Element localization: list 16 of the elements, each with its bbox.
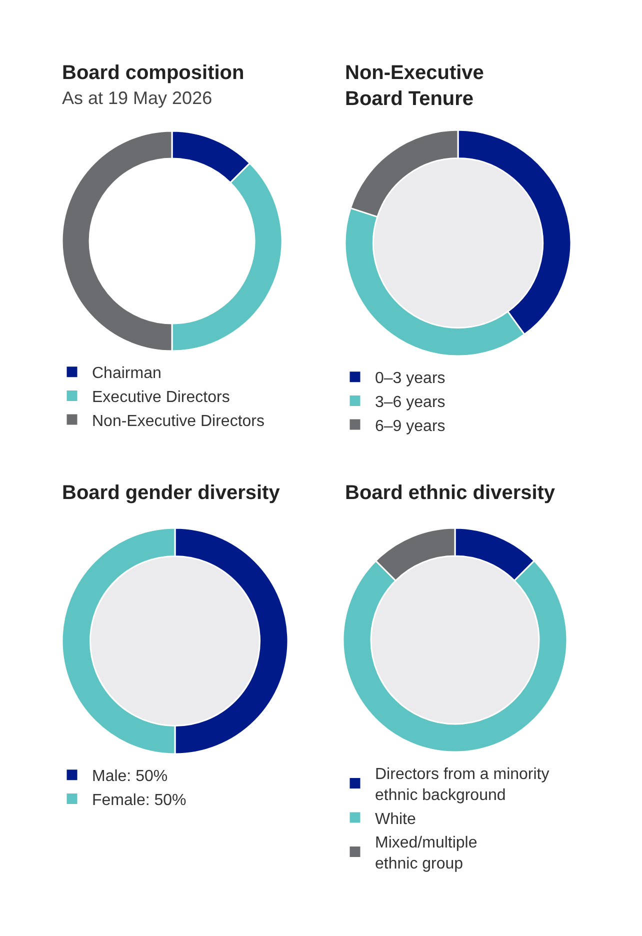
legend-label: Female: 50% <box>92 792 186 809</box>
chart-title: Non-Executive Board Tenure <box>345 62 484 110</box>
legend-label: 3–6 years <box>375 394 446 411</box>
legend-label: Chairman <box>92 365 162 382</box>
chart-subtitle: As at 19 May 2026 <box>62 88 212 108</box>
legend-label: White <box>375 810 416 828</box>
legend-label: Mixed/multiple ethnic group <box>375 834 478 872</box>
legend-label: 6–9 years <box>375 418 446 435</box>
legend-label: Executive Directors <box>92 388 230 406</box>
chart-title: Board ethnic diversity <box>345 482 556 504</box>
legend-label: Non-Executive Directors <box>92 412 264 430</box>
legend-label: 0–3 years <box>375 370 446 388</box>
chart-title: Board composition <box>62 62 244 84</box>
legend-label: Male: 50% <box>92 768 168 786</box>
chart-title: Board gender diversity <box>62 482 281 504</box>
legend-label: Directors from a minority ethnic background <box>375 766 550 804</box>
